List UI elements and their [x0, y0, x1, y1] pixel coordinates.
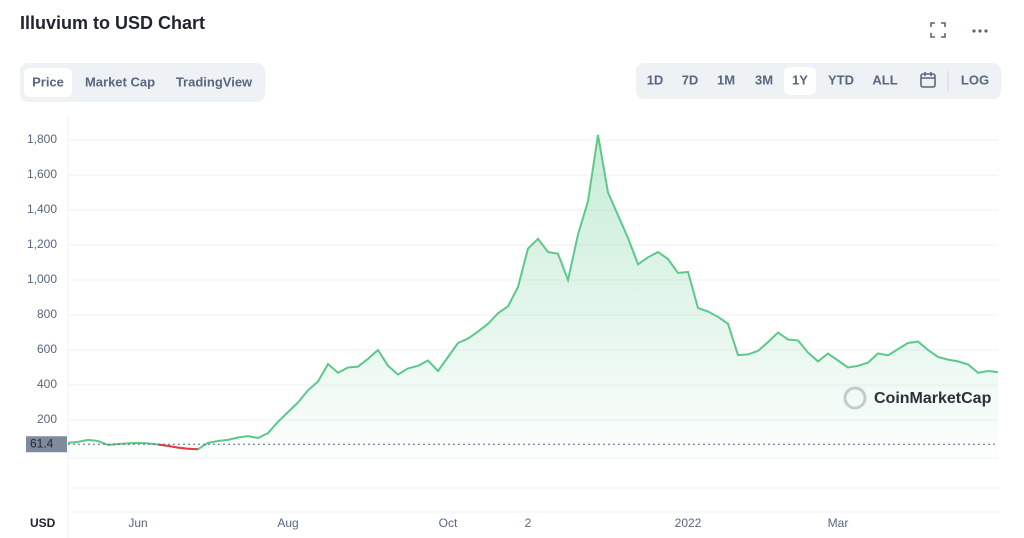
tab[interactable]: Price [32, 74, 64, 89]
y-tick-label: 400 [37, 377, 57, 391]
price-line [67, 134, 999, 451]
range-button[interactable]: 3M [755, 72, 773, 87]
log-button[interactable]: LOG [961, 72, 989, 87]
x-tick-label: 2022 [675, 516, 702, 530]
x-tick-label: Mar [828, 516, 849, 530]
y-tick-label: 200 [37, 412, 57, 426]
y-tick-label: 800 [37, 307, 57, 321]
price-line-down [177, 446, 189, 450]
range-button[interactable]: ALL [872, 72, 897, 87]
tabs-box [20, 63, 265, 102]
y-tick-label: 1,000 [27, 272, 57, 286]
price-line-down [187, 447, 199, 451]
reference-label-bg [26, 436, 67, 453]
range-active [784, 67, 816, 95]
tab[interactable]: Market Cap [85, 74, 155, 89]
reference-label: 61.4 [30, 436, 54, 450]
more-icon[interactable] [972, 29, 988, 33]
x-tick-label: Aug [277, 516, 298, 530]
y-tick-label: 1,600 [27, 167, 57, 181]
x-tick-label: 2 [525, 516, 532, 530]
range-button[interactable]: 1D [647, 72, 664, 87]
area [68, 134, 998, 455]
tab-active [24, 68, 72, 97]
price-line-down [167, 444, 179, 449]
fullscreen-icon[interactable] [930, 22, 946, 38]
calendar-icon[interactable] [920, 72, 936, 88]
currency-label: USD [30, 516, 56, 530]
y-tick-label: 1,200 [27, 237, 57, 251]
tab[interactable]: TradingView [176, 74, 253, 89]
y-tick-label: 600 [37, 342, 57, 356]
range-button[interactable]: 1Y [792, 72, 808, 87]
range-button[interactable]: 7D [682, 72, 699, 87]
range-button[interactable]: YTD [828, 72, 854, 87]
title: Illuvium to USD Chart [20, 13, 205, 33]
x-tick-label: Oct [439, 516, 458, 530]
y-tick-label: 1,800 [27, 132, 57, 146]
y-tick-label: 1,400 [27, 202, 57, 216]
x-tick-label: Jun [128, 516, 147, 530]
range-button[interactable]: 1M [717, 72, 735, 87]
ranges-box [636, 63, 1001, 99]
